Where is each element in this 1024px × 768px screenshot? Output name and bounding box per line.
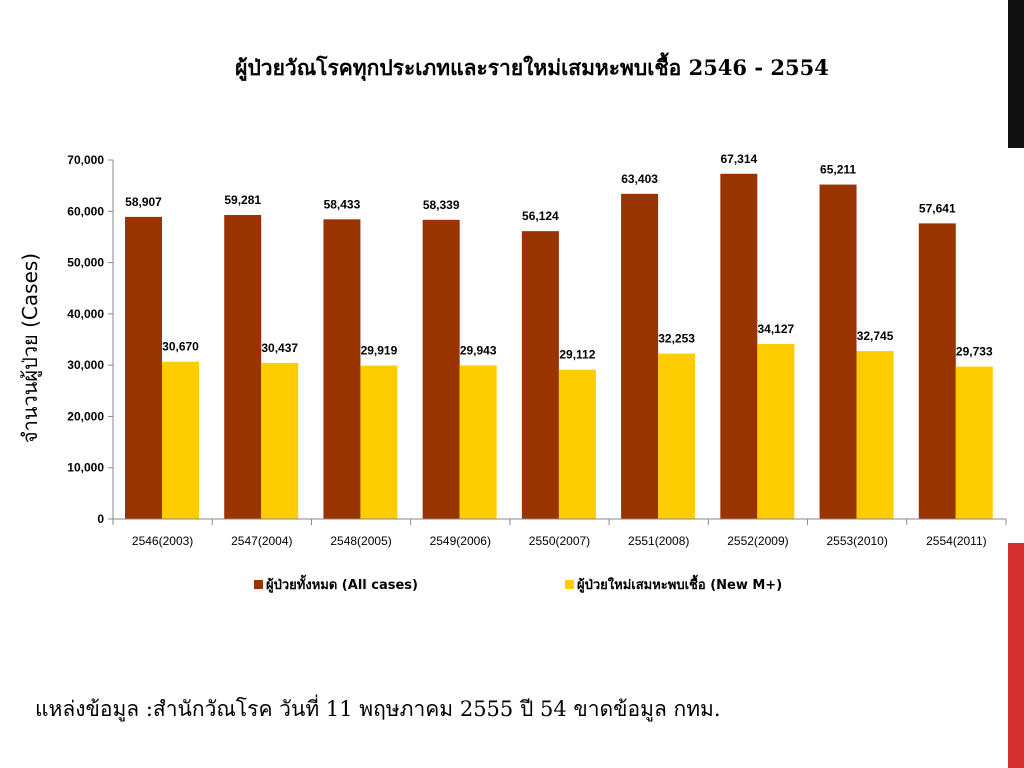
y-axis: 0 10,000 20,000 30,000 40,000 50,000 60,000 70,… [67,153,114,526]
x-category-label: 2554(2011) [926,534,987,548]
x-category-label: 2547(2004) [231,534,292,548]
x-category-label: 2549(2006) [430,534,491,548]
y-tick-label: 40,000 [67,307,104,321]
x-category-label: 2550(2007) [529,534,590,548]
data-label: 30,670 [162,340,199,354]
x-category-label: 2548(2005) [330,534,391,548]
y-tick-label: 20,000 [67,409,104,423]
data-label: 67,314 [720,152,757,166]
data-label: 29,733 [956,345,993,359]
bar-all-cases [323,219,361,519]
y-tick-label: 30,000 [67,358,104,372]
data-label: 65,211 [820,163,856,177]
data-label: 32,253 [658,332,695,346]
data-label: 30,437 [261,341,298,355]
data-label: 59,281 [224,193,261,207]
right-accent-red-bar [1008,543,1024,768]
data-label: 56,124 [522,209,559,223]
y-tick-label: 10,000 [67,461,104,475]
x-category-label: 2546(2003) [132,534,193,548]
bar-all-cases [224,214,262,520]
bar-all-cases [819,184,857,519]
legend-swatch-all-cases [254,580,263,589]
data-label: 58,339 [423,198,460,212]
bar-new-m-plus [856,351,894,519]
bar-new-m-plus [459,365,497,519]
data-label: 29,112 [559,348,595,362]
x-axis: 2546(2003) 2547(2004) 2548(2005) 2549(2006)… [112,518,1007,548]
x-category-label: 2553(2010) [826,534,887,548]
bar-new-m-plus [658,353,696,519]
source-note: แหล่งข้อมูล :สำนักวัณโรค วันที่ 11 พฤษภา… [35,694,721,722]
bar-new-m-plus [360,365,398,519]
legend-swatch-new-m-plus [565,580,574,589]
bar-all-cases [422,219,460,520]
y-tick-label: 60,000 [67,204,104,218]
y-tick-label: 50,000 [67,256,104,270]
y-axis-label: จำนวนผู้ป่วย (Cases) [18,253,43,443]
data-label: 63,403 [621,172,658,186]
slide-title: ผู้ป่วยวัณโรคทุกประเภทและรายใหม่เสมหะพบเ… [235,52,829,82]
data-label: 32,745 [857,329,894,343]
bar-new-m-plus [162,361,199,519]
y-tick-label: 70,000 [67,153,104,167]
bar-all-cases [918,223,956,519]
bar-chart: 0 10,000 20,000 30,000 40,000 50,000 60,000 70,… [67,152,1007,548]
data-label: 29,919 [361,344,398,358]
data-label: 57,641 [919,201,956,215]
data-label: 34,127 [757,322,794,336]
legend-label: ผู้ป่วยใหม่เสมหะพบเชื้อ (New M+) [577,574,782,593]
data-label: 29,943 [460,343,497,357]
bar-all-cases [521,231,559,519]
bar-group: 58,907 59,281 58,433 58,339 56,124 63,403 67,3… [125,152,993,520]
bar-new-m-plus [757,343,795,519]
data-label: 58,907 [125,195,162,209]
bar-new-m-plus [558,369,596,519]
y-tick-label: 0 [97,512,104,526]
bar-new-m-plus [261,362,299,519]
x-category-label: 2551(2008) [628,534,689,548]
bar-all-cases [125,216,162,519]
bar-all-cases [621,193,659,519]
bar-all-cases [720,173,758,520]
right-accent-white-gap [1008,148,1024,543]
right-accent-black-bar [1008,0,1024,148]
data-label: 58,433 [324,197,361,211]
x-category-label: 2552(2009) [727,534,788,548]
chart-legend: ผู้ป่วยทั้งหมด (All cases) ผู้ป่วยใหม่เสม… [254,574,782,593]
legend-label: ผู้ป่วยทั้งหมด (All cases) [266,574,418,593]
bar-new-m-plus [955,366,993,519]
